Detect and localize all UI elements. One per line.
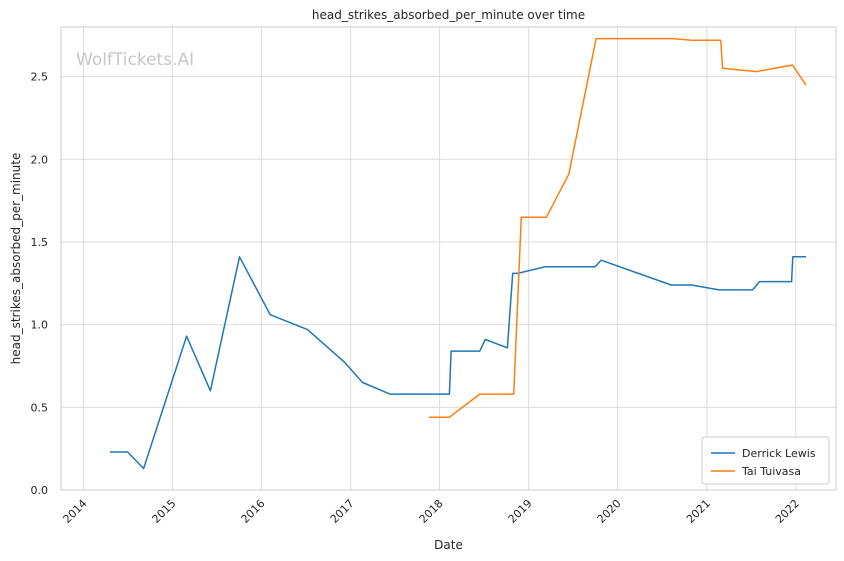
legend-entry: Tai Tuivasa: [741, 465, 801, 478]
plot-frame: [60, 26, 837, 491]
chart-title: head_strikes_absorbed_per_minute over ti…: [312, 8, 585, 22]
y-tick-label: 2.0: [31, 153, 49, 166]
y-tick-label: 0.5: [31, 401, 49, 414]
legend-entry: Derrick Lewis: [742, 447, 816, 460]
y-tick-label: 1.5: [31, 236, 49, 249]
legend: Derrick Lewis Tai Tuivasa: [701, 436, 830, 485]
y-axis-label: head_strikes_absorbed_per_minute: [9, 153, 23, 365]
y-tick-label: 2.5: [31, 71, 49, 84]
y-tick-label: 0.0: [31, 484, 49, 497]
legend-box: [701, 436, 830, 485]
x-axis-label: Date: [434, 538, 463, 552]
series-line-tai-tuivasa: [429, 37, 807, 418]
series-layer: [110, 37, 807, 470]
watermark-text: WolfTickets.AI: [76, 50, 194, 70]
series-line-derrick-lewis: [110, 256, 806, 470]
grid: [61, 27, 836, 491]
y-tick-label: 1.0: [31, 319, 49, 332]
